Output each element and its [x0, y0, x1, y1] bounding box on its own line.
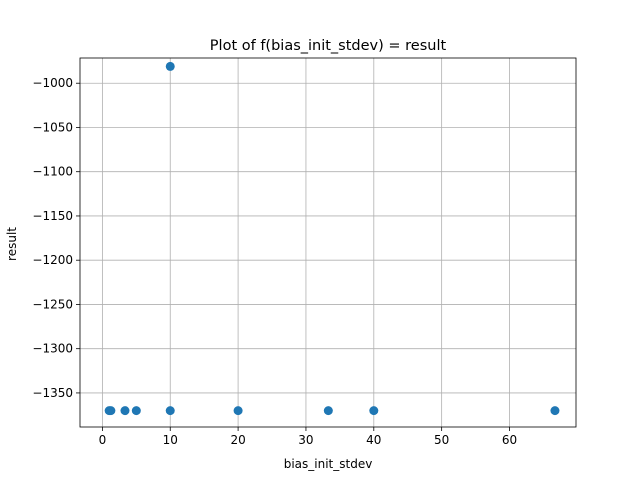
y-tick-label: −1350: [32, 386, 73, 400]
plot-frame: [79, 57, 577, 428]
data-point: [131, 406, 141, 416]
data-point: [165, 406, 175, 416]
data-point: [120, 406, 130, 416]
x-axis-label: bias_init_stdev: [284, 457, 373, 471]
x-axis-ticks: 0 10 20 30 40 50 60: [99, 427, 517, 447]
x-tick-label: 20: [230, 433, 245, 447]
data-point: [165, 61, 175, 71]
x-tick-label: 30: [298, 433, 313, 447]
y-axis-label: result: [5, 227, 19, 261]
data-point: [550, 406, 560, 416]
grid: [80, 58, 576, 427]
y-tick-label: −1200: [32, 253, 73, 267]
y-tick-label: −1100: [32, 165, 73, 179]
x-tick-label: 50: [434, 433, 449, 447]
data-point: [233, 406, 243, 416]
x-tick-label: 60: [502, 433, 517, 447]
data-point: [369, 406, 379, 416]
x-tick-label: 10: [163, 433, 178, 447]
y-tick-label: −1150: [32, 209, 73, 223]
x-tick-label: 40: [366, 433, 381, 447]
y-tick-label: −1050: [32, 120, 73, 134]
data-points: [104, 61, 560, 416]
y-axis-ticks: −1000 −1050 −1100 −1150 −1200 −1250 −1300 −1350: [32, 76, 80, 400]
data-point: [323, 406, 333, 416]
x-tick-label: 0: [99, 433, 107, 447]
y-tick-label: −1250: [32, 297, 73, 311]
chart-title: Plot of f(bias_init_stdev) = result: [210, 38, 447, 54]
y-tick-label: −1000: [32, 76, 73, 90]
y-tick-label: −1300: [32, 342, 73, 356]
data-point: [106, 406, 116, 416]
